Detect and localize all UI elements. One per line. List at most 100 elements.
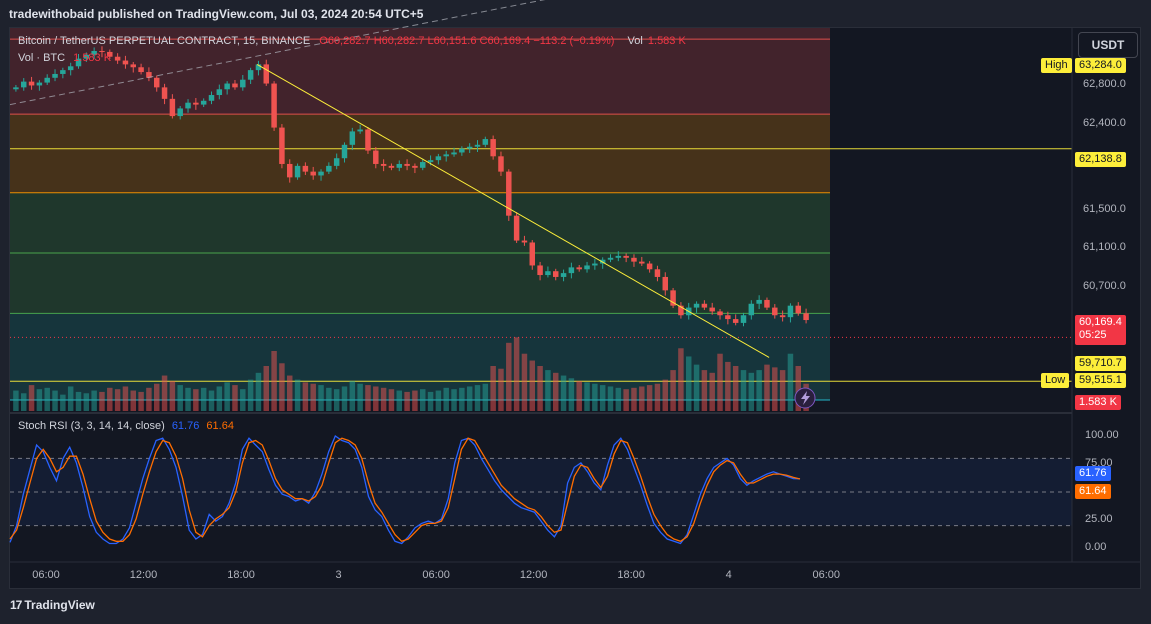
footer-brand[interactable]: 17 TradingView [10, 598, 95, 612]
volume-bar-60 [482, 383, 489, 411]
time-tick-2: 18:00 [227, 569, 255, 581]
volume-bar-43 [349, 381, 356, 411]
tradingview-logo: 17 [10, 598, 22, 612]
candle-body-33 [271, 83, 277, 128]
time-tick-1: 12:00 [129, 569, 158, 581]
volume-bar-65 [521, 353, 528, 411]
volume-bar-8 [75, 391, 82, 411]
candle-body-46 [373, 150, 379, 164]
candle-body-37 [302, 165, 309, 172]
volume-bar-39 [318, 385, 324, 411]
volume-bar-75 [599, 385, 606, 411]
misc-layer [10, 28, 1140, 563]
candle-body-15 [130, 64, 137, 68]
candle-body-40 [326, 165, 332, 172]
stoch-rsi-tick-3: 0.00 [1085, 541, 1107, 553]
candle-body-57 [459, 148, 465, 153]
volume-bar-69 [552, 372, 559, 411]
volume-bar-62 [498, 368, 504, 411]
volume-bar-96 [764, 364, 770, 411]
volume-bar-53 [427, 391, 434, 411]
volume-bar-27 [224, 382, 230, 411]
candle-body-5 [52, 73, 58, 78]
volume-bar-57 [459, 387, 465, 411]
price-tick-1: 62,400.0 [1083, 116, 1126, 129]
vol-btc-value: 1.583 K [73, 52, 112, 64]
candle-body-96 [764, 299, 770, 308]
candle-body-65 [521, 240, 528, 243]
price-tick-4: 61,100.0 [1083, 241, 1126, 254]
volume-bar-89 [709, 372, 715, 411]
symbol-title: Bitcoin / TetherUS PERPETUAL CONTRACT, 1… [18, 35, 311, 47]
volume-bar-9 [83, 393, 90, 411]
volume-bar-74 [592, 383, 598, 411]
candle-body-31 [255, 64, 262, 71]
stoch-rsi-tick-0: 100.00 [1085, 429, 1119, 441]
volume-bar-48 [388, 389, 395, 411]
volume-bar-42 [341, 386, 348, 411]
volume-bar-56 [451, 389, 457, 411]
volume-bar-4 [44, 387, 50, 411]
volume-bar-80 [639, 386, 645, 411]
candle-body-77 [615, 255, 622, 258]
volume-bar-16 [138, 391, 144, 411]
zone-band-0 [10, 28, 830, 115]
volume-bar-81 [646, 385, 653, 411]
volume-bar-24 [200, 387, 207, 411]
volume-bar-5 [52, 390, 58, 411]
volume-bar-13 [114, 389, 121, 411]
volume-bar-64 [513, 337, 520, 411]
candle-body-39 [318, 171, 324, 176]
candle-body-53 [427, 160, 434, 163]
price-tick-5: 60,700.0 [1083, 279, 1126, 292]
ohlc-values: O60,282.7 H60,282.7 L60,151.6 C60,169.4 … [319, 35, 615, 47]
candle-body-55 [443, 154, 449, 157]
volume-bar-20 [169, 381, 176, 411]
zone-band-3 [10, 253, 830, 314]
candle-body-54 [435, 156, 442, 161]
stoch-rsi-legend: Stoch RSI (3, 3, 14, 14, close) 61.76 61… [18, 420, 234, 432]
candle-body-8 [75, 58, 82, 67]
last-price-value: 60,169.4 [1079, 316, 1122, 328]
candle-body-87 [693, 303, 700, 308]
volume-bar-44 [357, 383, 363, 411]
volume-bar-76 [607, 386, 614, 411]
level-59710-label: 59,710.7 [1075, 356, 1126, 371]
high-price-label: 63,284.0 [1075, 58, 1126, 73]
volume-bar-29 [240, 389, 246, 411]
candle-body-43 [349, 131, 356, 145]
candle-body-88 [701, 303, 708, 308]
candle-body-20 [169, 98, 176, 117]
stoch-rsi-line-d [9, 437, 801, 543]
candle-body-32 [263, 64, 270, 84]
candle-body-72 [576, 267, 582, 270]
currency-button[interactable]: USDT [1078, 32, 1138, 58]
candle-body-2 [28, 81, 35, 86]
volume-bar-21 [177, 385, 183, 411]
candle-body-7 [67, 66, 74, 71]
time-tick-5: 12:00 [519, 569, 548, 581]
volume-bar-85 [678, 348, 684, 411]
candle-body-42 [341, 144, 348, 159]
volume-bar-99 [787, 353, 794, 411]
candle-body-26 [216, 89, 223, 96]
candle-body-49 [396, 163, 403, 168]
candle-body-4 [44, 77, 50, 83]
candle-body-67 [537, 265, 543, 276]
bar-countdown: 05:25 [1079, 329, 1107, 341]
candle-body-91 [725, 315, 731, 320]
volume-bar-66 [529, 360, 536, 411]
candle-body-93 [740, 315, 747, 323]
candle-body-12 [107, 51, 113, 57]
volume-bar-82 [654, 383, 661, 411]
volume-bar-7 [67, 386, 74, 411]
candle-body-22 [185, 102, 191, 109]
candle-body-19 [161, 87, 168, 99]
volume-bar-55 [443, 387, 449, 411]
stoch-rsi-k-value: 61.76 [171, 420, 200, 432]
chart-frame [9, 27, 1141, 589]
stoch-rsi-tick-2: 25.00 [1085, 513, 1113, 525]
volume-bar-28 [232, 385, 238, 411]
volume-bar-17 [146, 387, 152, 411]
